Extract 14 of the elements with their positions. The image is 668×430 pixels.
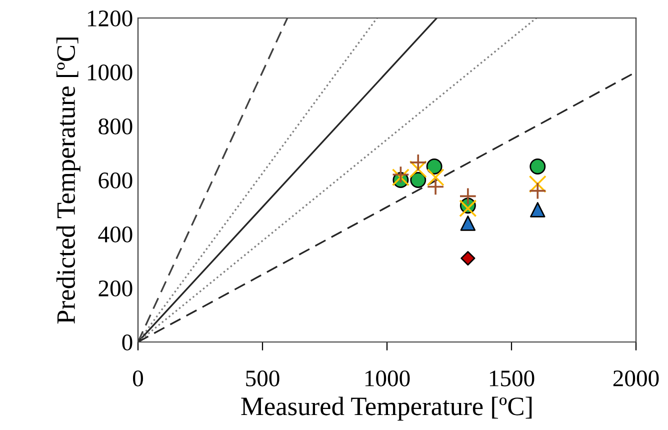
y-tick-label: 1200: [88, 10, 132, 26]
x-tick-label: 0: [132, 370, 144, 386]
x-tick-label: 500: [246, 370, 280, 386]
x-tick-label: 1000: [365, 370, 410, 386]
x-axis-title: Measured Temperature [ºC]: [241, 396, 532, 421]
y-tick-label: 1000: [88, 64, 132, 80]
y-tick-label: 200: [98, 280, 132, 296]
x-tick-label: 2000: [613, 370, 659, 386]
x-tick-label: 1500: [490, 370, 534, 386]
y-tick-label: 0: [122, 334, 132, 350]
y-tick-label: 400: [98, 226, 132, 242]
y-tick-label: 800: [98, 118, 132, 134]
y-tick-label: 600: [98, 172, 132, 188]
y-axis-title: Predicted Temperature [ºC]: [56, 38, 80, 324]
